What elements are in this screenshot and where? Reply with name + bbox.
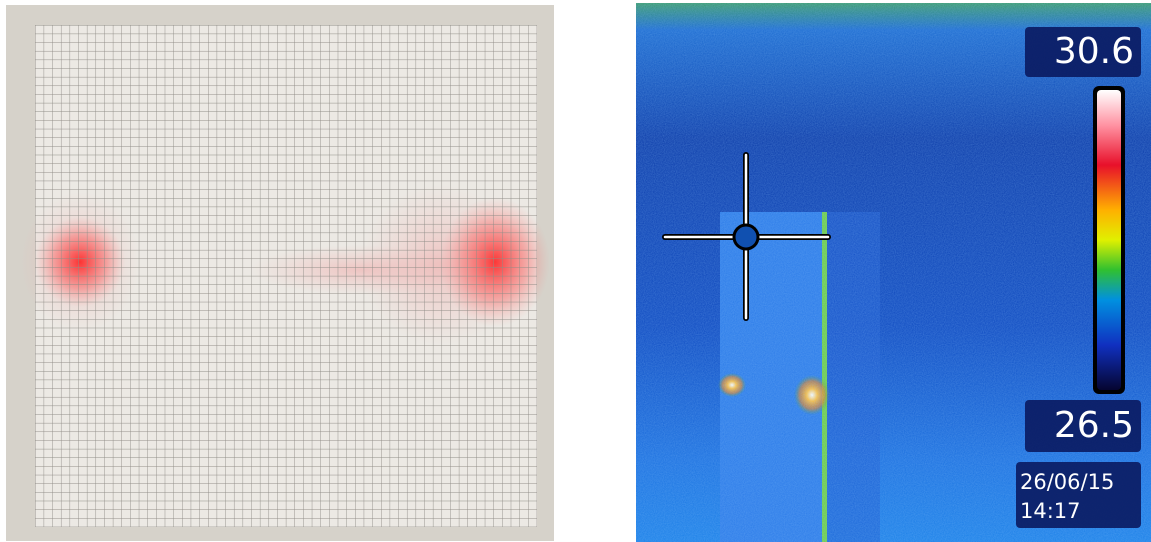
time: 14:17	[1020, 499, 1081, 523]
thermal-noise	[636, 3, 1151, 542]
grid	[35, 25, 537, 527]
crosshair	[662, 152, 831, 321]
colorbar	[1097, 90, 1121, 390]
crosshair-center	[732, 223, 760, 251]
timestamp-box	[1016, 462, 1141, 528]
scale-max: 30.6	[1054, 31, 1134, 72]
thermal-image	[636, 3, 1151, 542]
scale-min-box	[1025, 400, 1141, 452]
date: 26/06/15	[1020, 470, 1114, 494]
scale-max-box	[1025, 27, 1141, 77]
scale-min: 26.5	[1054, 405, 1134, 446]
